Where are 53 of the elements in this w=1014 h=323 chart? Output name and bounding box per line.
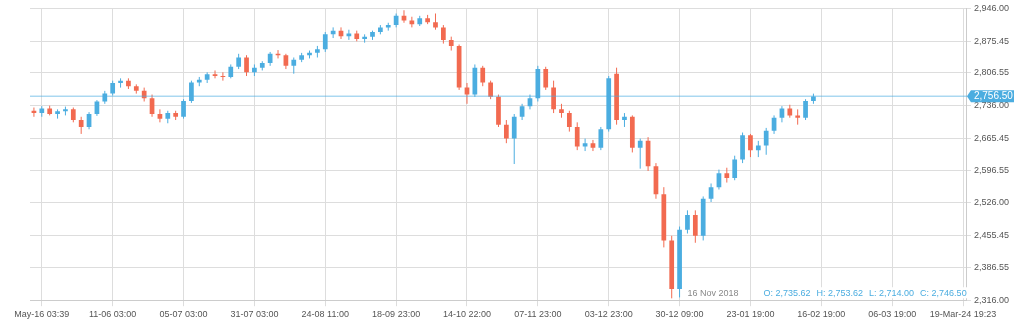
candlestick [441, 24, 446, 45]
candlestick [732, 155, 738, 181]
x-tick-label: 23-01 19:00 [726, 309, 775, 320]
candlestick [574, 121, 580, 151]
x-tick-label: May-16 03:39 [14, 309, 70, 320]
candlestick [480, 65, 486, 87]
candlestick [598, 126, 604, 151]
y-tick-label: 2,946.00 [973, 2, 1010, 13]
candlestick [157, 108, 163, 123]
x-tick-label: 18-09 23:00 [372, 309, 421, 320]
x-tick-label: 11-06 03:00 [88, 309, 137, 320]
candlestick [504, 119, 509, 144]
x-tick-label: 16-02 19:00 [797, 309, 846, 320]
candlestick [322, 31, 328, 53]
x-tick-label: 30-12 09:00 [655, 309, 704, 320]
y-tick-label: 2,455.45 [973, 230, 1010, 241]
candlestick [181, 98, 186, 120]
candlestick [763, 127, 769, 156]
ref-line-label: 2,756.50 [973, 89, 1014, 101]
x-tick-label: 06-03 19:00 [868, 309, 917, 320]
candlestick [590, 139, 596, 152]
candlestick [566, 110, 572, 133]
candlestick [488, 80, 493, 100]
x-tick-label: 03-12 23:00 [584, 309, 633, 320]
y-tick-label: 2,526.00 [973, 197, 1010, 208]
x-tick-label: 07-11 23:00 [514, 309, 562, 320]
candlestick [637, 138, 643, 170]
candlestick [685, 209, 690, 234]
x-tick-label: 31-07 03:00 [230, 309, 279, 320]
candlestick [543, 66, 549, 91]
annotation: C: 2,746.50 [920, 288, 967, 299]
candlestick [244, 54, 249, 77]
annotation: 16 Nov 2018 [687, 288, 739, 299]
annotation: L: 2,714.00 [869, 288, 915, 299]
candlestick [748, 133, 753, 158]
y-tick-label: 2,596.55 [973, 164, 1010, 175]
annotation: H: 2,753.62 [816, 288, 864, 299]
candlestick [511, 113, 517, 165]
candlestick [803, 98, 808, 121]
y-tick-label: 2,386.55 [973, 262, 1010, 273]
annotation: O: 2,735.62 [763, 288, 811, 299]
y-tick-label: 2,665.45 [973, 132, 1010, 143]
candlestick [346, 29, 352, 41]
y-tick-label: 2,316.00 [973, 294, 1010, 305]
candlestick [692, 209, 698, 244]
y-tick-label: 2,875.45 [973, 35, 1010, 46]
x-tick-label: 19-Mar-24 19:23 [929, 309, 997, 320]
y-tick-label: 2,736.00 [973, 100, 1010, 111]
x-tick-label: 14-10 22:00 [442, 309, 492, 320]
candlestick [551, 80, 556, 114]
x-tick-label: 05-07 03:00 [159, 309, 208, 320]
y-tick-label: 2,806.55 [973, 67, 1010, 78]
x-tick-label: 24-08 11:00 [301, 309, 349, 320]
